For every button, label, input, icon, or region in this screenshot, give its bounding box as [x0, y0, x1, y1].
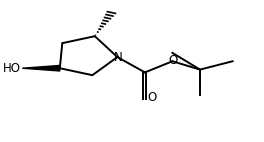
Text: O: O	[148, 91, 157, 104]
Polygon shape	[22, 65, 60, 71]
Text: N: N	[114, 51, 123, 64]
Text: O: O	[168, 54, 178, 67]
Text: HO: HO	[3, 62, 21, 75]
